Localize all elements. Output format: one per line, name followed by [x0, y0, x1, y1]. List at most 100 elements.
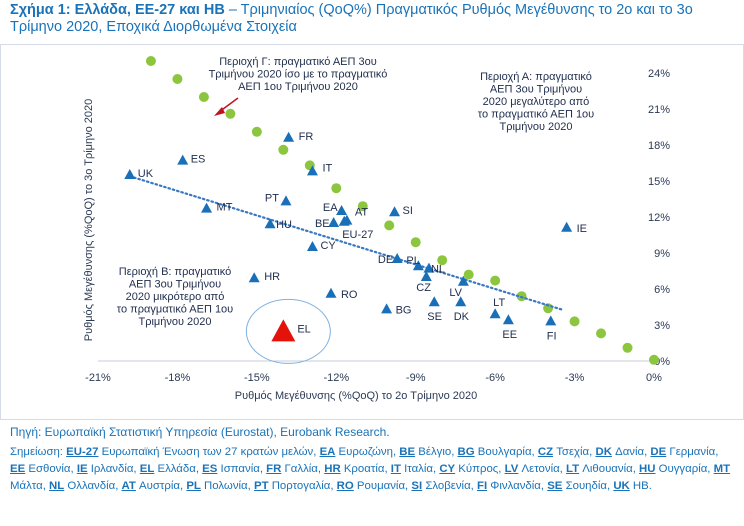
reference-point — [278, 144, 289, 155]
note-code: RO — [336, 480, 354, 492]
reference-point — [596, 328, 607, 339]
reference-point — [225, 108, 236, 119]
note-code: ES — [202, 463, 218, 475]
country-marker — [325, 287, 337, 298]
country-label: RO — [341, 289, 358, 301]
note-text: Αυστρία, — [135, 480, 187, 492]
x-tick-label: -15% — [244, 372, 270, 384]
y-tick-label: 18% — [648, 140, 670, 152]
note-code: NL — [49, 480, 65, 492]
annotation-alpha-line: 2020 μεγαλύτερο από — [483, 96, 590, 108]
y-tick-label: 9% — [654, 248, 670, 260]
reference-point — [437, 255, 448, 266]
country-marker — [201, 202, 213, 213]
annotation-gamma-line: Περιοχή Γ: πραγματικό ΑΕΠ 3ου — [219, 56, 377, 68]
note-text: Ρουμανία, — [353, 480, 412, 492]
country-label: SI — [403, 205, 413, 217]
note-text: Πολωνία, — [200, 480, 254, 492]
note-code: DE — [650, 446, 667, 458]
country-marker — [489, 308, 501, 319]
note-text: Βουλγαρία, — [474, 446, 538, 458]
note-code: BE — [399, 446, 416, 458]
country-marker — [502, 314, 514, 325]
note-text: Ουγγαρία, — [655, 463, 714, 475]
country-label: PL — [406, 255, 419, 267]
country-label: NL — [431, 264, 445, 276]
annotation-beta-line: 2020 μικρότερο από — [126, 291, 225, 303]
reference-point — [331, 183, 342, 194]
annotation-beta-line: Τριμήνου 2020 — [138, 316, 211, 328]
country-label: DK — [454, 311, 470, 323]
note-code: LV — [504, 463, 519, 475]
y-tick-label: 3% — [654, 320, 670, 332]
note-code: DK — [595, 446, 612, 458]
country-label: EE — [502, 329, 517, 341]
country-marker — [391, 253, 403, 263]
country-label: EA — [323, 202, 338, 214]
y-tick-label: 24% — [648, 68, 670, 80]
annotation-arrow-head — [214, 107, 225, 116]
country-marker — [306, 165, 318, 176]
country-label: DE — [378, 254, 393, 266]
country-marker — [306, 241, 318, 251]
annotation-gamma-line: ΑΕΠ 1ου Τριμήνου 2020 — [238, 81, 358, 93]
annotation-alpha-line: Περιοχή Α: πραγματικό — [480, 71, 592, 83]
country-marker — [177, 154, 189, 165]
annotation-alpha-line: Τριμήνου 2020 — [499, 121, 572, 133]
note-code: FR — [266, 463, 282, 475]
country-label: EL — [297, 323, 310, 335]
chart-title-bold: Σχήμα 1: Ελλάδα, ΕΕ-27 και ΗΒ — [10, 2, 225, 18]
reference-point — [145, 56, 156, 66]
annotation-alpha-line: ΑΕΠ 3ου Τριμήνου — [490, 84, 582, 96]
reference-point — [172, 74, 183, 84]
note-text: Σλοβενία, — [422, 480, 477, 492]
note-code: BG — [457, 446, 475, 458]
note-code: PT — [253, 480, 269, 492]
country-marker — [283, 131, 295, 142]
note-code: LT — [566, 463, 580, 475]
y-tick-label: 6% — [654, 284, 670, 296]
y-axis-label: Ρυθμός Μεγέθυνσης (%QoQ) το 3ο Τρίμηνο 2… — [83, 99, 95, 342]
country-label: IT — [322, 162, 332, 174]
note-code: IT — [390, 463, 401, 475]
note-code: PL — [186, 480, 201, 492]
country-label: FR — [299, 131, 314, 143]
country-label: BG — [396, 304, 412, 316]
note-code: AT — [121, 480, 136, 492]
note-text: Λετονία, — [518, 463, 567, 475]
country-label: SE — [427, 311, 442, 323]
x-tick-label: -12% — [323, 372, 349, 384]
annotation-alpha-line: το πραγματικό ΑΕΠ 1ου — [478, 109, 594, 121]
chart-title: Σχήμα 1: Ελλάδα, ΕΕ-27 και ΗΒ – Τριμηνια… — [10, 2, 738, 36]
note-code: HR — [324, 463, 341, 475]
note-text: Κροατία, — [340, 463, 391, 475]
x-tick-label: 0% — [646, 372, 662, 384]
note-code: CY — [439, 463, 456, 475]
note-text: Ευρωπαϊκή Ένωση των 27 κρατών μελών, — [98, 446, 320, 458]
country-label: FI — [547, 330, 557, 342]
note-text: ΗΒ. — [629, 480, 652, 492]
x-tick-label: -9% — [406, 372, 426, 384]
note-code: EU-27 — [66, 446, 99, 458]
country-marker — [545, 315, 557, 326]
note-code: HU — [639, 463, 656, 475]
reference-point — [357, 201, 368, 212]
note-text: Γερμανία, — [666, 446, 719, 458]
note-code: SE — [547, 480, 563, 492]
reference-point — [198, 92, 209, 102]
note-code: SI — [411, 480, 423, 492]
y-tick-label: 12% — [648, 212, 670, 224]
country-marker — [381, 303, 393, 314]
chart-title-rest: – Τριμηνιαίος (QoQ%) Πραγματικός Ρυθμός … — [10, 2, 693, 35]
note-code: EE — [10, 463, 26, 475]
note-code: FI — [477, 480, 488, 492]
country-marker — [389, 206, 401, 217]
country-marker — [423, 262, 435, 273]
note-code: MT — [713, 463, 731, 475]
country-notes: Σημείωση: EU-27 Ευρωπαϊκή Ένωση των 27 κ… — [10, 444, 736, 495]
country-label: LV — [449, 287, 462, 299]
reference-point — [463, 269, 474, 280]
note-text: Κύπρος, — [455, 463, 505, 475]
note-code: EA — [319, 446, 336, 458]
note-text: Ιρλανδία, — [87, 463, 140, 475]
